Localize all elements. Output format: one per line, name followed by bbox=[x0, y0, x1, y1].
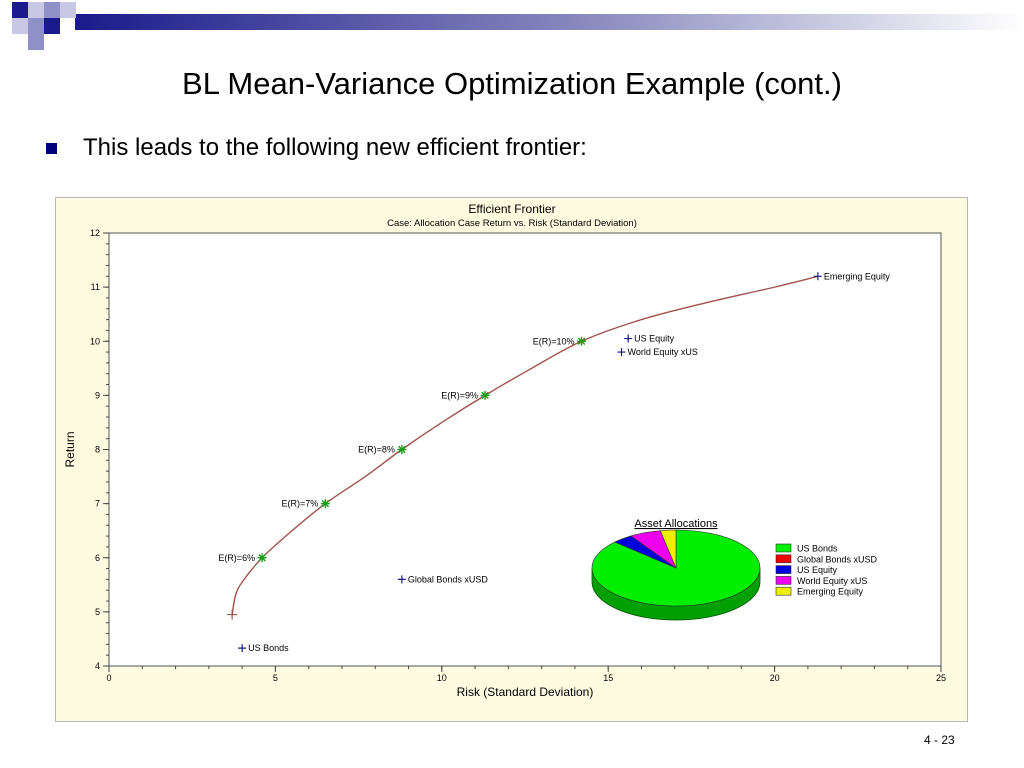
bullet-marker bbox=[46, 142, 57, 154]
y-tick-label: 11 bbox=[91, 282, 100, 292]
y-tick-label: 8 bbox=[95, 445, 100, 455]
min-variance-marker bbox=[227, 609, 238, 620]
asset-point-label: US Bonds bbox=[248, 643, 289, 653]
target-point-marker bbox=[577, 336, 587, 346]
bullet-text: This leads to the following new efficien… bbox=[83, 134, 587, 161]
efficient-frontier-chart: Efficient Frontier Case: Allocation Case … bbox=[55, 197, 968, 722]
x-tick-label: 10 bbox=[437, 673, 447, 683]
pie-legend-label: Emerging Equity bbox=[797, 587, 864, 597]
y-tick-label: 6 bbox=[95, 553, 100, 563]
title-decoration bbox=[12, 2, 1024, 50]
target-point-marker bbox=[397, 445, 407, 454]
pie-legend-label: World Equity xUS bbox=[797, 576, 867, 586]
y-axis-label: Return bbox=[63, 431, 77, 467]
chart-canvas: Efficient Frontier Case: Allocation Case … bbox=[63, 202, 946, 699]
asset-point-label: US Equity bbox=[634, 334, 675, 344]
asset-point-label: World Equity xUS bbox=[628, 347, 698, 357]
target-point-label: E(R)=6% bbox=[218, 553, 255, 563]
y-tick-label: 7 bbox=[95, 499, 100, 509]
bullet-item: This leads to the following new efficien… bbox=[46, 134, 587, 162]
x-tick-label: 0 bbox=[106, 673, 111, 683]
y-tick-label: 5 bbox=[95, 607, 100, 617]
target-point-label: E(R)=7% bbox=[282, 499, 319, 509]
target-point-marker bbox=[257, 553, 267, 563]
pie-legend-swatch bbox=[775, 586, 792, 596]
x-tick-label: 5 bbox=[273, 673, 278, 683]
asset-point-marker bbox=[397, 575, 406, 584]
chart-subtitle: Case: Allocation Case Return vs. Risk (S… bbox=[387, 218, 637, 229]
x-tick-label: 15 bbox=[603, 673, 613, 683]
slide-title: BL Mean-Variance Optimization Example (c… bbox=[182, 66, 842, 101]
pie-legend-swatch bbox=[775, 543, 792, 553]
x-tick-label: 25 bbox=[936, 673, 946, 683]
y-tick-label: 4 bbox=[95, 661, 100, 671]
asset-point-marker bbox=[813, 272, 822, 281]
target-point-marker bbox=[480, 390, 490, 400]
target-point-label: E(R)=8% bbox=[358, 445, 395, 455]
pie-legend-swatch bbox=[775, 565, 792, 574]
y-tick-label: 10 bbox=[90, 336, 100, 346]
x-axis-label: Risk (Standard Deviation) bbox=[457, 685, 594, 699]
plot-area bbox=[108, 232, 942, 667]
asset-point-marker bbox=[238, 644, 247, 653]
y-tick-label: 12 bbox=[90, 228, 100, 238]
target-point-label: E(R)=10% bbox=[533, 336, 575, 346]
pie-legend-label: US Equity bbox=[797, 565, 838, 575]
chart-title: Efficient Frontier bbox=[468, 202, 555, 216]
pie-legend-label: US Bonds bbox=[797, 544, 838, 554]
frontier-line bbox=[231, 275, 819, 615]
pie-legend-swatch bbox=[775, 554, 792, 564]
target-point-label: E(R)=9% bbox=[441, 390, 478, 400]
x-tick-label: 20 bbox=[770, 673, 780, 683]
asset-point-marker bbox=[624, 334, 633, 343]
pie-slice bbox=[659, 529, 677, 569]
asset-point-label: Emerging Equity bbox=[824, 271, 891, 281]
y-tick-label: 9 bbox=[95, 390, 100, 400]
pie-legend-swatch bbox=[775, 576, 792, 585]
asset-point-label: Global Bonds xUSD bbox=[408, 574, 489, 584]
target-point-marker bbox=[320, 499, 330, 509]
pie-legend-label: Global Bonds xUSD bbox=[797, 554, 878, 564]
asset-point-marker bbox=[617, 348, 626, 357]
pie-title: Asset Allocations bbox=[634, 518, 718, 530]
slide-number: 4 - 23 bbox=[924, 733, 955, 747]
